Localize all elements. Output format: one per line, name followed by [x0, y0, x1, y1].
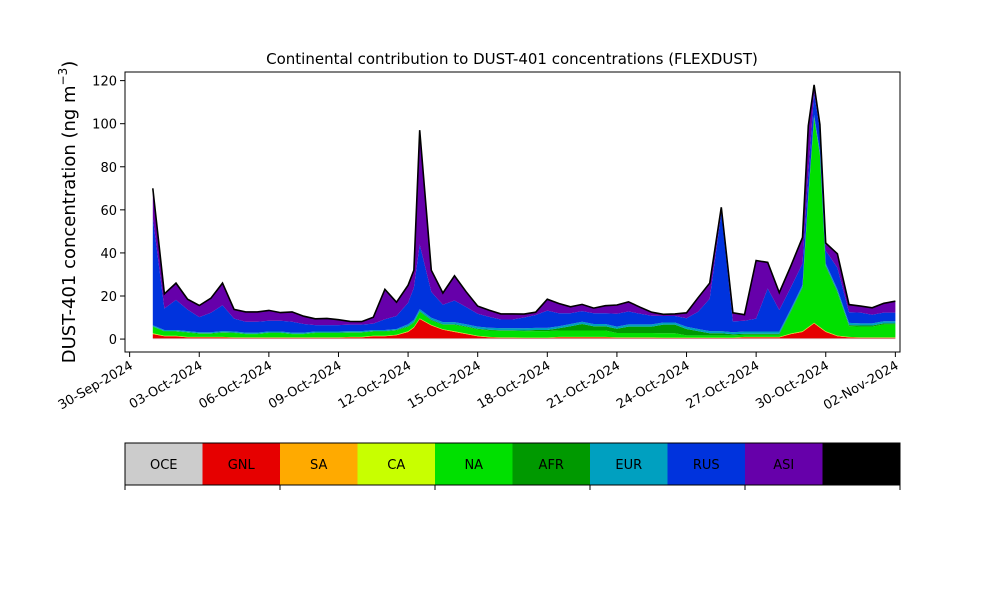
colorbar-swatch-afr	[512, 443, 591, 485]
colorbar-swatch-aus	[822, 443, 901, 485]
colorbar-label-afr: AFR	[539, 458, 564, 473]
chart-title: Continental contribution to DUST-401 con…	[266, 50, 758, 68]
colorbar-label-eur: EUR	[615, 458, 642, 473]
y-tick-label: 20	[100, 290, 117, 305]
region-colorbar: OCE GNL SA CA NA AFR EUR RUS ASI AUS	[124, 442, 901, 490]
colorbar-swatch-rus	[667, 443, 746, 485]
stacked-area-layers	[152, 84, 896, 340]
y-tick-label: 120	[92, 75, 117, 90]
y-axis-label: DUST-401 concentration (ng m−3)	[56, 61, 80, 364]
colorbar-swatch-asi	[745, 443, 823, 485]
colorbar-label-ca: CA	[387, 458, 405, 473]
colorbar-swatch-eur	[590, 443, 668, 485]
y-tick-label: 40	[100, 247, 117, 262]
colorbar-swatch-na	[435, 443, 513, 485]
y-tick-label: 100	[92, 118, 117, 133]
area-series-asi	[152, 84, 896, 326]
colorbar-label-asi: ASI	[773, 458, 794, 473]
colorbar-swatch-ca	[357, 443, 436, 485]
y-tick-label: 0	[109, 333, 117, 348]
colorbar-label-oce: OCE	[150, 458, 178, 473]
total-concentration-line	[152, 84, 896, 323]
colorbar-label-aus: AUS	[848, 458, 875, 473]
colorbar-swatch-oce	[125, 443, 203, 485]
y-axis-ticks: 0 20 40 60 80 100 120	[92, 75, 125, 348]
colorbar-swatch-sa	[280, 443, 358, 485]
y-tick-label: 60	[100, 204, 117, 219]
area-series-oce	[152, 338, 896, 340]
plot-area	[124, 71, 901, 353]
y-tick-label: 80	[100, 161, 117, 176]
plot-frame	[124, 71, 901, 353]
colorbar-swatch-gnl	[202, 443, 281, 485]
area-series-na	[152, 118, 896, 338]
colorbar-label-na: NA	[464, 458, 483, 473]
colorbar-label-gnl: GNL	[228, 458, 256, 473]
colorbar-label-rus: RUS	[693, 458, 720, 473]
area-series-gnl	[152, 319, 896, 339]
colorbar-frame	[124, 442, 901, 486]
colorbar-label-sa: SA	[310, 458, 327, 473]
